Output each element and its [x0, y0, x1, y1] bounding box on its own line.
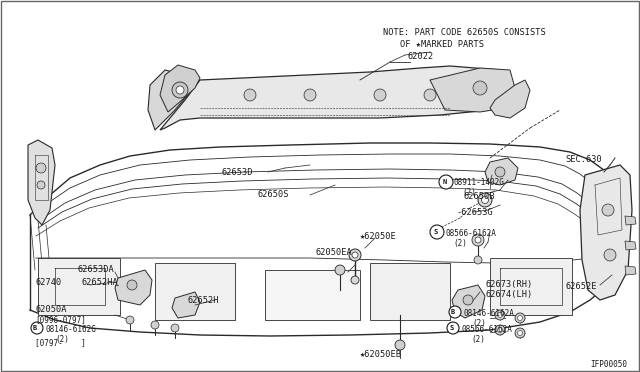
Text: ★62050E: ★62050E: [360, 232, 397, 241]
Circle shape: [176, 86, 184, 94]
Circle shape: [335, 265, 345, 275]
Text: (2): (2): [462, 188, 476, 197]
Polygon shape: [580, 165, 632, 300]
Circle shape: [352, 252, 358, 258]
Polygon shape: [625, 241, 636, 250]
Circle shape: [602, 204, 614, 216]
Circle shape: [515, 313, 525, 323]
Circle shape: [304, 89, 316, 101]
Circle shape: [518, 315, 522, 321]
Circle shape: [497, 327, 502, 333]
Circle shape: [481, 196, 488, 203]
Text: [0797-    ]: [0797- ]: [35, 338, 86, 347]
Circle shape: [495, 325, 505, 335]
Polygon shape: [490, 80, 530, 118]
Text: 62050EA: 62050EA: [315, 248, 352, 257]
Text: OF ★MARKED PARTS: OF ★MARKED PARTS: [400, 40, 484, 49]
Circle shape: [604, 249, 616, 261]
Circle shape: [31, 322, 43, 334]
Text: B: B: [33, 325, 37, 331]
Polygon shape: [625, 216, 636, 225]
Circle shape: [172, 82, 188, 98]
Polygon shape: [28, 140, 55, 225]
Circle shape: [472, 234, 484, 246]
Text: NOTE: PART CODE 62650S CONSISTS: NOTE: PART CODE 62650S CONSISTS: [383, 28, 546, 37]
Circle shape: [151, 321, 159, 329]
Text: 62022: 62022: [408, 52, 435, 61]
Circle shape: [349, 249, 361, 261]
Text: 62652E: 62652E: [565, 282, 596, 291]
Circle shape: [127, 280, 137, 290]
Circle shape: [475, 237, 481, 243]
Text: (2): (2): [55, 335, 69, 344]
Polygon shape: [38, 258, 120, 315]
Text: 08911-1402G: 08911-1402G: [454, 178, 505, 187]
Polygon shape: [430, 68, 515, 112]
Text: 08146-6162A: 08146-6162A: [463, 309, 514, 318]
Text: 62650B: 62650B: [464, 192, 495, 201]
Text: 62653DA: 62653DA: [78, 265, 115, 274]
Polygon shape: [148, 70, 195, 130]
Circle shape: [497, 312, 502, 317]
Polygon shape: [370, 263, 450, 320]
Text: 08566-6162A: 08566-6162A: [446, 229, 497, 238]
Text: [0996-0797]: [0996-0797]: [35, 315, 86, 324]
Polygon shape: [155, 263, 235, 320]
Text: 62653D: 62653D: [222, 168, 253, 177]
Circle shape: [430, 225, 444, 239]
Circle shape: [351, 276, 359, 284]
Polygon shape: [265, 270, 360, 320]
Circle shape: [473, 81, 487, 95]
Polygon shape: [115, 270, 152, 305]
Text: ★62050EB: ★62050EB: [360, 350, 402, 359]
Text: 08146-6162G: 08146-6162G: [45, 325, 96, 334]
Text: N: N: [443, 179, 447, 185]
Circle shape: [171, 324, 179, 332]
Text: (2): (2): [453, 239, 467, 248]
Polygon shape: [172, 292, 200, 318]
Text: 62050A: 62050A: [35, 305, 67, 314]
Circle shape: [37, 181, 45, 189]
Circle shape: [449, 306, 461, 318]
Polygon shape: [625, 266, 636, 275]
Text: 62674(LH): 62674(LH): [485, 290, 532, 299]
Polygon shape: [160, 66, 510, 130]
Polygon shape: [452, 285, 485, 318]
Text: 62652HA: 62652HA: [82, 278, 119, 287]
Text: (2): (2): [472, 319, 486, 328]
Text: SEC.630: SEC.630: [565, 155, 602, 164]
Circle shape: [395, 340, 405, 350]
Text: 62650S: 62650S: [258, 190, 289, 199]
Text: 62673(RH): 62673(RH): [485, 280, 532, 289]
Text: 62652H: 62652H: [188, 296, 220, 305]
Circle shape: [126, 316, 134, 324]
Circle shape: [424, 89, 436, 101]
Text: B: B: [451, 309, 455, 315]
Circle shape: [515, 328, 525, 338]
Polygon shape: [485, 158, 518, 185]
Circle shape: [478, 193, 492, 207]
Circle shape: [495, 167, 505, 177]
Text: S: S: [433, 229, 437, 235]
Circle shape: [374, 89, 386, 101]
Polygon shape: [490, 258, 572, 315]
Text: 08566-6162A: 08566-6162A: [462, 325, 513, 334]
Circle shape: [518, 330, 522, 336]
Circle shape: [463, 295, 473, 305]
Circle shape: [495, 310, 505, 320]
Circle shape: [439, 175, 453, 189]
Circle shape: [447, 322, 459, 334]
Circle shape: [36, 163, 46, 173]
Text: IFP00050: IFP00050: [590, 360, 627, 369]
Text: -62653G: -62653G: [457, 208, 493, 217]
Text: (2): (2): [471, 335, 485, 344]
Text: 62740: 62740: [35, 278, 61, 287]
Circle shape: [244, 89, 256, 101]
Text: S: S: [449, 325, 453, 331]
Circle shape: [474, 256, 482, 264]
Polygon shape: [160, 65, 200, 112]
